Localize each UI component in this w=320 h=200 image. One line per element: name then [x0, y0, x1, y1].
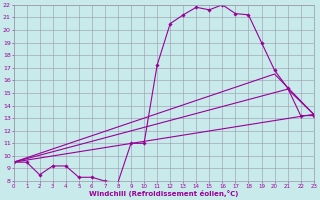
X-axis label: Windchill (Refroidissement éolien,°C): Windchill (Refroidissement éolien,°C) [89, 190, 238, 197]
